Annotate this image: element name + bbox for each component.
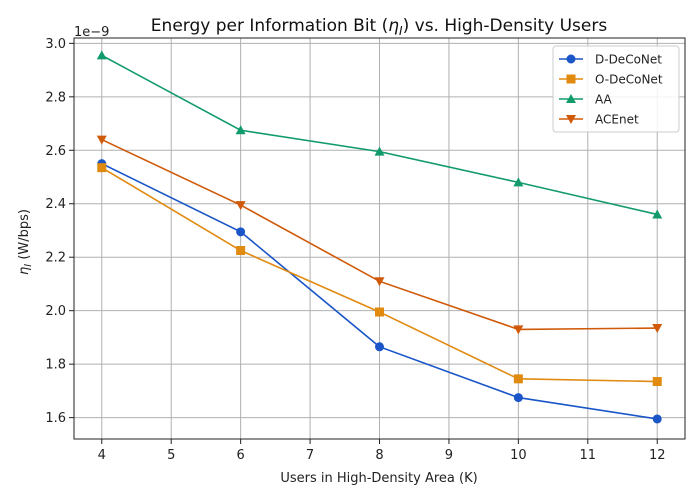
x-tick-label: 10 bbox=[510, 448, 527, 463]
y-tick-label: 2.8 bbox=[45, 90, 66, 105]
y-tick-label: 2.0 bbox=[45, 304, 66, 319]
data-point bbox=[652, 377, 662, 387]
legend-marker bbox=[566, 115, 576, 124]
data-point bbox=[652, 209, 663, 219]
y-axis: 1.6 1.8 2.0 2.2 2.4 2.6 2.8 3.0 bbox=[45, 37, 74, 426]
series-d-deconet bbox=[97, 159, 662, 424]
series-o-deconet bbox=[97, 163, 662, 387]
data-point bbox=[513, 325, 524, 335]
x-tick-label: 5 bbox=[167, 448, 175, 463]
legend-label: ACEnet bbox=[595, 113, 639, 127]
y-tick-label: 2.2 bbox=[45, 251, 66, 266]
x-axis-label: Users in High-Density Area (K) bbox=[280, 471, 477, 486]
series-layer bbox=[96, 50, 663, 424]
data-point bbox=[96, 50, 107, 60]
data-point bbox=[374, 277, 385, 287]
legend-label: D-DeCoNet bbox=[595, 53, 662, 67]
data-point bbox=[235, 201, 246, 211]
legend-item: O-DeCoNet bbox=[559, 73, 663, 87]
chart-title: Energy per Information Bit (ηI) vs. High… bbox=[151, 16, 608, 38]
x-tick-label: 4 bbox=[98, 448, 106, 463]
data-point bbox=[513, 177, 524, 187]
x-tick-label: 9 bbox=[445, 448, 453, 463]
y-tick-label: 2.4 bbox=[45, 197, 66, 212]
y-tick-label: 1.8 bbox=[45, 358, 66, 373]
legend-marker bbox=[566, 94, 576, 103]
data-point bbox=[513, 374, 523, 384]
x-axis: 4 5 6 7 8 9 10 11 12 bbox=[98, 439, 666, 463]
data-point bbox=[652, 324, 663, 334]
y-axis-label: ηI (W/bps) bbox=[17, 209, 34, 275]
data-point bbox=[513, 393, 523, 403]
legend-marker bbox=[566, 74, 576, 84]
data-point bbox=[97, 163, 107, 173]
x-tick-label: 8 bbox=[375, 448, 383, 463]
legend-item: D-DeCoNet bbox=[559, 53, 662, 67]
legend-item: ACEnet bbox=[559, 113, 639, 127]
data-point bbox=[374, 146, 385, 156]
legend-box bbox=[552, 45, 680, 133]
data-point bbox=[375, 342, 384, 352]
data-point bbox=[236, 227, 246, 237]
legend-item: AA bbox=[559, 93, 613, 107]
x-tick-label: 6 bbox=[236, 448, 244, 463]
data-point bbox=[236, 246, 246, 256]
data-point bbox=[96, 135, 107, 145]
x-tick-label: 11 bbox=[580, 448, 597, 463]
data-point bbox=[652, 414, 662, 424]
data-point bbox=[235, 125, 246, 135]
y-tick-label: 1.6 bbox=[45, 411, 66, 426]
legend-marker bbox=[566, 54, 576, 64]
data-point bbox=[375, 307, 384, 317]
y-tick-label: 2.6 bbox=[45, 144, 66, 159]
legend-label: O-DeCoNet bbox=[595, 73, 663, 87]
legend-label: AA bbox=[595, 93, 613, 107]
y-tick-label: 3.0 bbox=[45, 37, 66, 52]
series-aa bbox=[96, 50, 663, 219]
x-tick-label: 7 bbox=[306, 448, 314, 463]
y-scale-note: 1e−9 bbox=[74, 25, 109, 40]
legend: D-DeCoNet O-DeCoNet AA ACEnet bbox=[552, 45, 680, 133]
x-tick-label: 12 bbox=[649, 448, 666, 463]
series-acenet bbox=[96, 135, 663, 335]
